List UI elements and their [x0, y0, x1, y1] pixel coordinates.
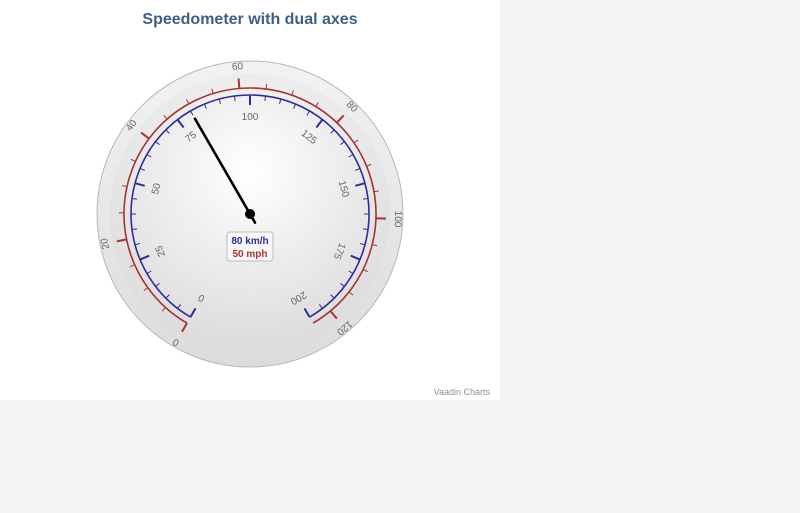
tick-label-kmh: 0 [196, 291, 207, 304]
gauge-chart: Speedometer with dual axes 0255075100125… [96, 11, 491, 397]
minor-tick-mph [143, 287, 149, 292]
minor-tick-kmh [362, 228, 369, 231]
major-tick-kmh [350, 254, 361, 261]
readout-kmh: 80 km/h [231, 236, 268, 247]
major-tick-mph [116, 238, 127, 243]
minor-tick-kmh [348, 154, 354, 158]
minor-tick-kmh [340, 141, 345, 145]
minor-tick-mph [130, 158, 136, 162]
minor-tick-mph [122, 184, 128, 188]
minor-tick-mph [265, 83, 268, 90]
minor-tick-mph [129, 264, 135, 268]
tick-label-kmh: 150 [336, 180, 351, 199]
major-tick-kmh [303, 307, 311, 318]
minor-tick-kmh [218, 98, 221, 105]
minor-tick-kmh [330, 129, 335, 134]
major-tick-kmh [134, 182, 145, 187]
minor-tick-kmh [293, 103, 297, 109]
tick-label-kmh: 50 [150, 182, 164, 196]
major-tick-kmh [315, 118, 324, 129]
major-tick-mph [336, 114, 345, 124]
minor-tick-kmh [155, 283, 160, 287]
minor-tick-mph [163, 114, 168, 120]
gauge-needle [193, 117, 257, 224]
minor-tick-kmh [340, 283, 345, 287]
minor-tick-kmh [279, 98, 282, 105]
minor-tick-kmh [362, 197, 369, 200]
readout-mph: 50 mph [232, 249, 267, 260]
tick-label-kmh: 25 [153, 243, 168, 258]
minor-tick-kmh [146, 154, 152, 158]
tick-label-mph: 20 [99, 237, 112, 251]
major-tick-mph [329, 310, 338, 320]
minor-tick-kmh [355, 167, 361, 171]
minor-tick-mph [291, 90, 294, 96]
minor-tick-kmh [165, 129, 170, 134]
tick-label-mph: 100 [392, 210, 404, 227]
minor-tick-kmh [139, 167, 145, 171]
minor-tick-kmh [190, 110, 194, 116]
minor-tick-kmh [131, 228, 138, 231]
minor-tick-kmh [146, 270, 152, 274]
major-tick-mph [181, 322, 188, 333]
minor-tick-kmh [233, 95, 236, 102]
credits-link[interactable]: Vaadin Charts [434, 387, 491, 397]
gauge-axes [116, 78, 386, 333]
major-tick-kmh [139, 254, 150, 261]
tick-label-kmh: 100 [242, 112, 259, 123]
minor-tick-kmh [131, 197, 138, 200]
minor-tick-kmh [155, 141, 160, 145]
value-readout: 80 km/h 50 mph [226, 231, 274, 262]
minor-tick-mph [161, 307, 166, 312]
major-tick-kmh [176, 118, 185, 129]
minor-tick-kmh [203, 103, 207, 109]
major-tick-mph [140, 131, 150, 140]
major-tick-kmh [355, 182, 366, 187]
axis-arc-mph [123, 87, 377, 324]
minor-tick-mph [373, 190, 380, 193]
minor-tick-mph [366, 163, 372, 167]
minor-tick-mph [372, 244, 378, 247]
minor-tick-kmh [165, 294, 170, 299]
readout-box [226, 231, 274, 262]
minor-tick-kmh [306, 110, 310, 116]
minor-tick-kmh [177, 304, 181, 309]
minor-tick-mph [211, 88, 214, 94]
gauge-needle-group [193, 117, 257, 224]
minor-tick-kmh [359, 243, 366, 246]
chart-panel: Speedometer with dual axes 0 25 50 75 100 125… [0, 0, 500, 400]
minor-tick-kmh [330, 294, 335, 299]
chart-title: Speedometer with dual axes [142, 11, 357, 28]
minor-tick-kmh [319, 304, 323, 309]
tick-label-mph: 60 [232, 61, 244, 73]
minor-tick-mph [353, 139, 359, 144]
needle-pivot [245, 209, 255, 219]
minor-tick-kmh [348, 270, 354, 274]
minor-tick-kmh [264, 95, 267, 102]
major-tick-mph [237, 78, 241, 89]
major-tick-kmh [189, 307, 197, 318]
tick-label-mph: 0 [171, 335, 182, 348]
minor-tick-mph [185, 99, 190, 105]
minor-tick-mph [362, 269, 368, 273]
minor-tick-mph [348, 291, 354, 296]
minor-tick-kmh [134, 243, 141, 246]
minor-tick-mph [315, 101, 319, 107]
